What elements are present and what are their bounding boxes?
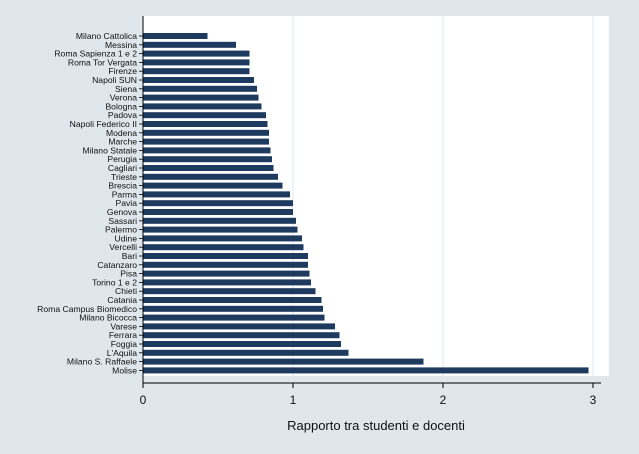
bar: [143, 209, 293, 215]
bar: [143, 341, 341, 347]
bar: [143, 173, 278, 180]
x-axis-title: Rapporto tra studenti e docenti: [287, 418, 465, 433]
y-tick-label: Padova: [108, 110, 137, 120]
y-tick-label: Bari: [122, 251, 137, 261]
bar: [143, 323, 335, 330]
y-tick-label: Brescia: [108, 181, 137, 191]
axes: [139, 16, 601, 384]
y-tick-label: Perugia: [107, 154, 137, 164]
bar: [143, 156, 272, 163]
y-tick-label: Napoli SUN: [92, 75, 137, 85]
bar: [143, 33, 208, 39]
y-tick-label: Pavia: [116, 198, 138, 208]
x-tick-label: 1: [290, 393, 297, 407]
bar: [143, 217, 296, 224]
y-tick-label: Molise: [112, 365, 137, 375]
y-tick-label: Parma: [112, 189, 138, 199]
y-tick-label: Milano Bicocca: [79, 313, 137, 323]
bar: [143, 129, 269, 136]
y-tick-label: Firenze: [108, 66, 137, 76]
y-tick-label: Catanzaro: [97, 260, 137, 270]
x-tick-label: 0: [140, 393, 147, 407]
bar: [143, 77, 254, 83]
grid-lines: [292, 16, 594, 383]
y-tick-label: Siena: [115, 84, 137, 94]
y-tick-label: Catania: [107, 295, 137, 305]
y-tick-label: Palermo: [105, 225, 137, 235]
y-tick-label: Bologna: [105, 101, 137, 111]
bar: [143, 314, 325, 321]
bar: [143, 367, 589, 374]
bar: [143, 261, 308, 268]
bar: [143, 288, 316, 295]
bar: [143, 200, 293, 207]
bar: [143, 191, 290, 198]
x-tick-label: 3: [590, 393, 597, 407]
y-tick-label: Milano S. Raffaele: [67, 357, 137, 367]
bar: [143, 182, 283, 189]
bar: [143, 349, 349, 356]
y-tick-label: Torino 1 e 2: [92, 277, 137, 287]
bar: [143, 41, 236, 48]
bar: [143, 121, 268, 127]
bar: [143, 165, 274, 171]
y-tick-label: Pisa: [120, 269, 137, 279]
y-tick-label: Cagliari: [108, 163, 137, 173]
y-tick-label: Napoli Federico II: [70, 119, 137, 129]
bar: [143, 226, 298, 233]
bar: [143, 279, 311, 286]
x-ticks: 0 1 2 3: [140, 383, 597, 407]
y-tick-label: Sassari: [108, 216, 137, 226]
bar: [143, 332, 340, 339]
bar: [143, 244, 304, 251]
bar: [143, 253, 308, 259]
y-tick-label: L'Aquila: [107, 348, 138, 358]
y-tick-label: Verona: [110, 93, 137, 103]
bars: [143, 33, 589, 374]
bar: [143, 235, 302, 242]
bar: [143, 68, 250, 75]
bar: [143, 297, 322, 303]
bar: [143, 85, 257, 92]
bar: [143, 59, 250, 66]
y-tick-label: Modena: [106, 128, 137, 138]
bar: [143, 270, 310, 277]
y-tick-label: Varese: [110, 321, 137, 331]
y-tick-label: Chieti: [115, 286, 137, 296]
y-tick-label: Foggia: [111, 339, 137, 349]
bar: [143, 305, 323, 312]
bar: [143, 50, 250, 57]
x-tick-label: 2: [440, 393, 447, 407]
y-tick-label: Messina: [105, 40, 137, 50]
bar: [143, 112, 266, 119]
y-tick-label: Roma Sapienza 1 e 2: [54, 49, 137, 59]
bar: [143, 147, 271, 154]
y-tick-label: Milano Statale: [83, 145, 138, 155]
bar: [143, 94, 259, 101]
y-tick-label: Trieste: [111, 172, 137, 182]
y-tick-label: Milano Cattolica: [76, 31, 137, 41]
bar: [143, 138, 269, 145]
y-tick-label: Vercelli: [109, 242, 137, 252]
y-tick-label: Roma Campus Biomedico: [37, 304, 137, 314]
y-tick-label: Ferrara: [109, 330, 137, 340]
y-tick-label: Roma Tor Vergata: [68, 57, 137, 67]
y-tick-label: Genova: [107, 207, 137, 217]
bar: [143, 358, 424, 365]
y-tick-label: Udine: [115, 233, 138, 243]
bar: [143, 103, 262, 110]
y-tick-label: Marche: [108, 137, 137, 147]
